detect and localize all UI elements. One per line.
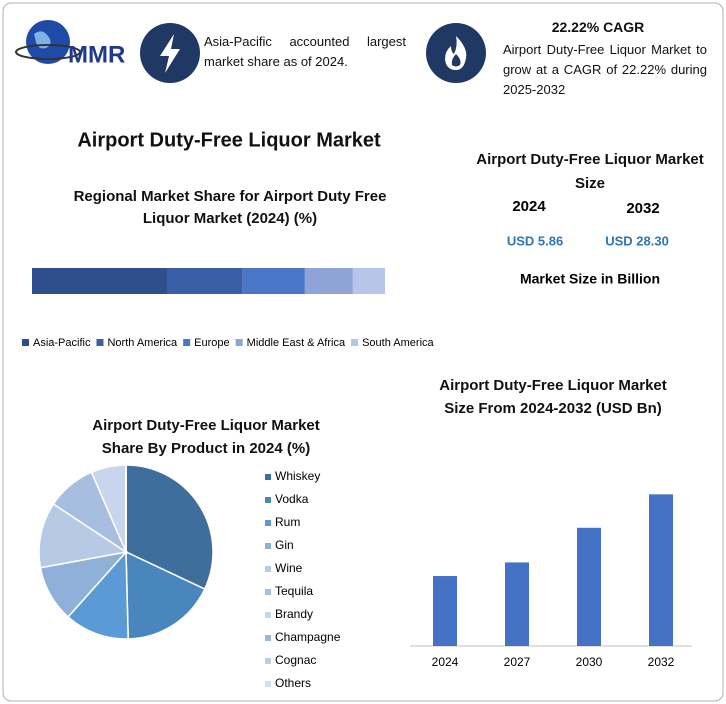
legend-label: Whiskey <box>275 469 320 483</box>
legend-label: Middle East & Africa <box>247 337 346 349</box>
legend-label: South America <box>362 337 434 349</box>
x-tick-label: 2024 <box>432 655 459 669</box>
x-tick-label: 2030 <box>576 655 603 669</box>
fact-text: Asia-Pacific accounted largest market sh… <box>204 34 406 69</box>
icon-flame <box>426 23 486 83</box>
cagr-text: Airport Duty-Free Liquor Market to grow … <box>503 42 707 97</box>
logo-globe <box>15 20 81 64</box>
legend-label: Asia-Pacific <box>33 337 91 349</box>
bar <box>433 576 457 646</box>
x-tick-label: 2027 <box>504 655 531 669</box>
size-value: USD 28.30 <box>605 233 669 248</box>
legend-label: Others <box>275 676 311 690</box>
legend-swatch <box>183 339 191 346</box>
icon-lightning <box>140 23 200 83</box>
bar-segment <box>242 268 305 294</box>
pie-slice <box>125 550 206 640</box>
legend-label: Tequila <box>275 584 313 598</box>
pie-slice <box>38 502 128 569</box>
legend-swatch <box>265 658 271 664</box>
bar-segment <box>32 268 168 294</box>
size-title: Airport Duty-Free Liquor Market Size <box>476 151 704 192</box>
pie-slice <box>125 464 214 591</box>
bar-segment <box>167 268 243 294</box>
chart-title: Regional Market Share for Airport Duty F… <box>73 188 387 227</box>
size-value: USD 5.86 <box>507 233 563 248</box>
bar-segment <box>352 268 385 294</box>
bar-segment <box>304 268 353 294</box>
bar <box>505 562 529 646</box>
legend-swatch <box>265 566 271 572</box>
bar <box>649 494 673 646</box>
legend-swatch <box>265 497 271 503</box>
chart-title: Airport Duty-Free Liquor Market Share By… <box>92 417 320 457</box>
legend-swatch <box>265 474 271 480</box>
bar <box>577 527 601 646</box>
legend-label: Rum <box>275 515 300 529</box>
chart-title: Airport Duty-Free Liquor Market Size Fro… <box>439 377 667 417</box>
legend-swatch <box>265 681 271 687</box>
main-title: Airport Duty-Free Liquor Market <box>77 129 381 151</box>
x-tick-label: 2032 <box>648 655 675 669</box>
legend-label: North America <box>107 337 178 349</box>
logo-text: MMR <box>68 41 125 68</box>
legend-swatch <box>351 339 359 346</box>
legend-label: Gin <box>275 538 294 552</box>
legend-label: Cognac <box>275 653 316 667</box>
year-label: 2024 <box>512 198 546 215</box>
legend-label: Vodka <box>275 492 309 506</box>
year-label: 2032 <box>626 200 659 217</box>
pie-slice <box>66 550 129 640</box>
legend-swatch <box>265 543 271 549</box>
size-note: Market Size in Billion <box>520 271 660 287</box>
legend-swatch <box>265 612 271 618</box>
legend-swatch <box>265 635 271 641</box>
legend-label: Brandy <box>275 607 313 621</box>
cagr-title: 22.22% CAGR <box>551 19 645 35</box>
legend-label: Europe <box>194 337 229 349</box>
legend-swatch <box>235 339 243 346</box>
legend-swatch <box>265 589 271 595</box>
legend-swatch <box>22 339 29 346</box>
legend-swatch <box>265 520 271 526</box>
legend-swatch <box>96 339 104 346</box>
legend-label: Wine <box>275 561 303 575</box>
legend-label: Champagne <box>275 630 341 644</box>
